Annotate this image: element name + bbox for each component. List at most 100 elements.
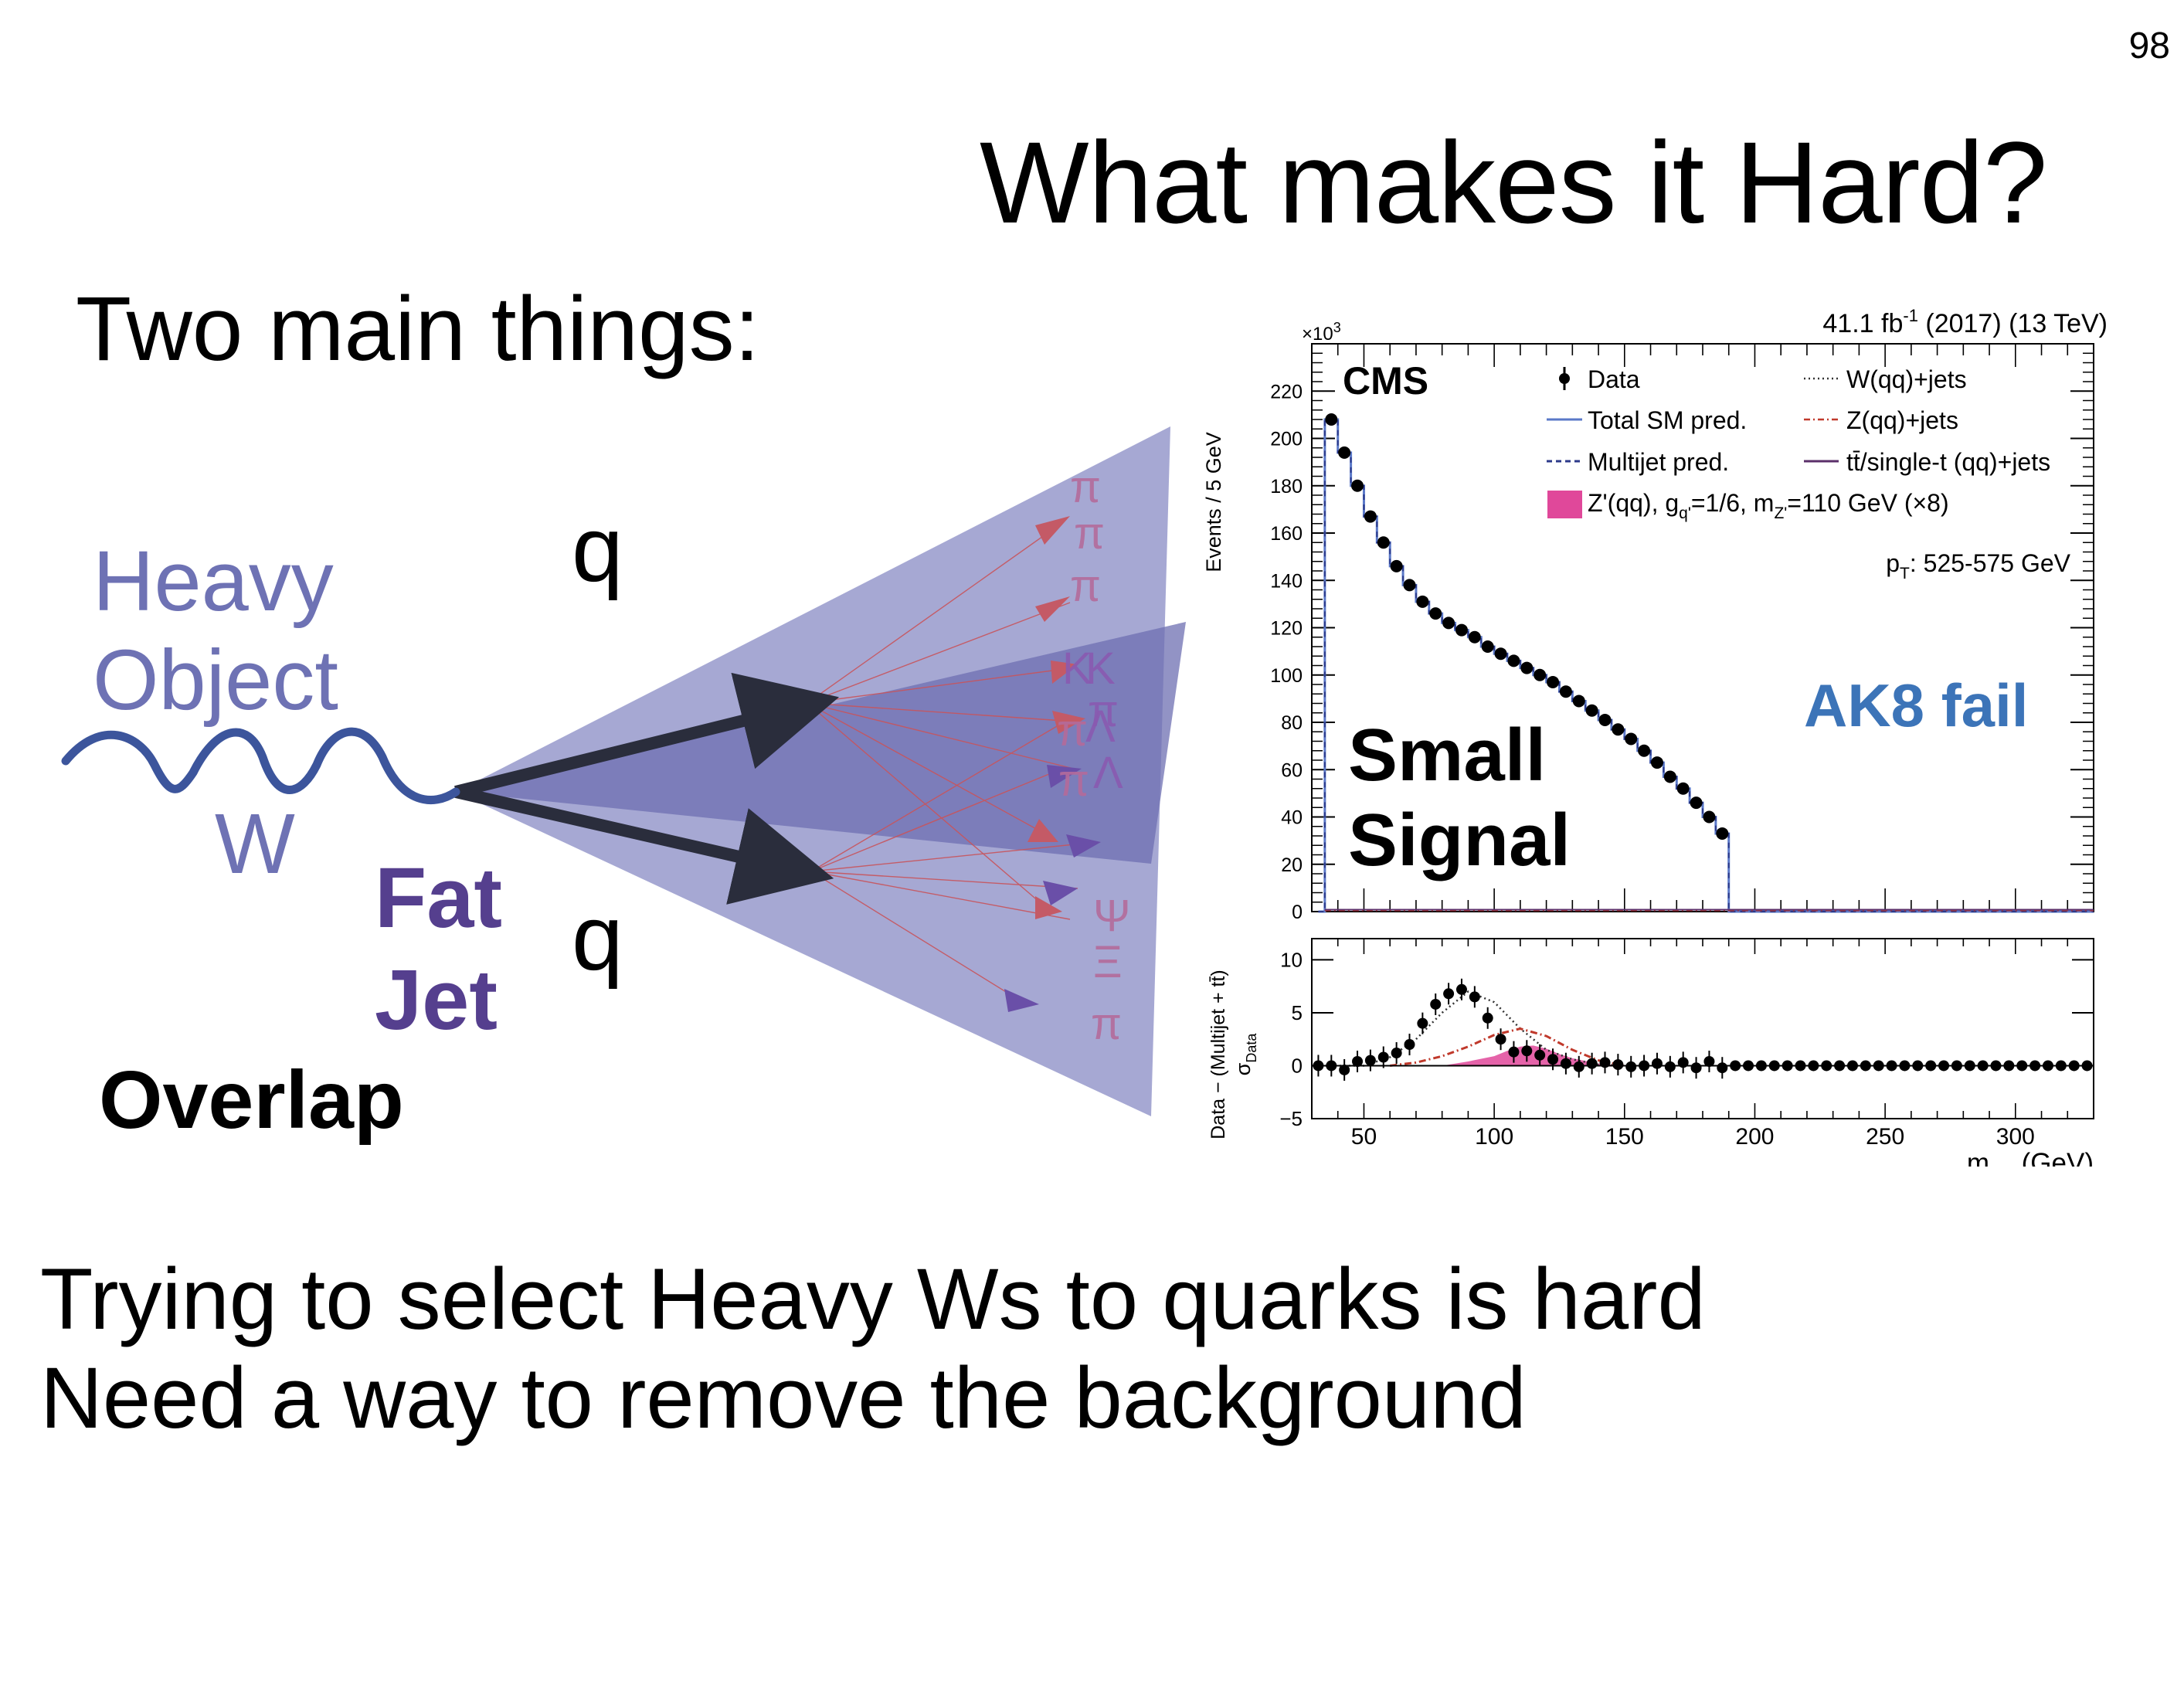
ratio-data-point — [1860, 1060, 1871, 1072]
signal-label: Signal — [1348, 799, 1571, 881]
fat-label: Fat — [375, 851, 502, 946]
ratio-data-point — [2029, 1060, 2041, 1072]
quark-arrow-top — [454, 672, 840, 798]
ratio-data-point — [1925, 1060, 1937, 1072]
bottom-text: Trying to select Heavy Ws to quarks is h… — [40, 1250, 1706, 1448]
data-point — [1534, 668, 1547, 681]
data-point — [1377, 536, 1390, 549]
ratio-data-point — [1377, 1051, 1389, 1063]
x-axis-title: mSD (GeV) — [1967, 1148, 2094, 1167]
legend-wjets: W(qq)+jets — [1804, 365, 1967, 393]
ratio-data-point — [1990, 1060, 2002, 1072]
data-point — [1403, 579, 1416, 592]
particle-symbol: π — [1088, 686, 1119, 736]
y-tick-label: 220 — [1270, 381, 1303, 402]
legend-total: Total SM pred. — [1547, 406, 1747, 434]
ratio-data-point — [1834, 1060, 1846, 1072]
cms-label: CMS — [1343, 359, 1428, 402]
data-point — [1690, 796, 1703, 810]
ratio-data-point — [1417, 1017, 1428, 1029]
ratio-data-point — [1573, 1061, 1585, 1072]
data-point — [1494, 647, 1507, 661]
data-point — [1547, 675, 1560, 688]
ratio-data-point — [1821, 1060, 1832, 1072]
page-number: 98 — [2128, 25, 2170, 66]
ratio-data-point — [1886, 1060, 1897, 1072]
ratio-data-point — [1534, 1049, 1546, 1061]
particle-symbol: Λ — [1093, 748, 1123, 798]
ratio-data-point — [1664, 1061, 1676, 1072]
data-point — [1442, 616, 1455, 630]
ratio-data-point — [1808, 1060, 1819, 1072]
data-point — [1716, 827, 1729, 840]
y-tick-label: 160 — [1270, 523, 1303, 545]
particle-symbol: π — [1091, 999, 1122, 1049]
ratio-data-point — [1703, 1055, 1715, 1067]
ratio-data-point — [1599, 1057, 1611, 1068]
particle-symbol: π — [1058, 756, 1089, 806]
x-tick-label: 100 — [1475, 1124, 1513, 1150]
ratio-data-point — [1482, 1012, 1493, 1024]
particle-symbol: Λ — [1085, 701, 1116, 752]
ratio-data-point — [1755, 1060, 1767, 1072]
ratio-data-point — [1495, 1034, 1506, 1045]
ratio-data-point — [1364, 1055, 1376, 1066]
ratio-data-point — [1352, 1055, 1364, 1067]
data-point — [1364, 510, 1377, 523]
data-point — [1351, 479, 1364, 492]
data-point — [1676, 782, 1690, 795]
ratio-data-point — [1938, 1060, 1950, 1072]
ratio-y-tick-label: 10 — [1280, 948, 1303, 971]
legend-zjets: Z(qq)+jets — [1804, 406, 1958, 434]
particle-arrowheads — [1004, 516, 1101, 1012]
data-point — [1612, 723, 1625, 736]
svg-text:Z(qq)+jets: Z(qq)+jets — [1846, 406, 1958, 434]
data-point — [1520, 661, 1534, 674]
particle-tracks — [807, 525, 1098, 1001]
ratio-data-point — [1521, 1045, 1533, 1057]
svg-text:Total SM pred.: Total SM pred. — [1588, 406, 1747, 434]
heavy-label: Heavy — [93, 534, 334, 629]
ratio-data-point — [1430, 998, 1442, 1010]
legend-ttbar: tt̄/single-t (qq)+jets — [1804, 448, 2050, 476]
fat-jet-diagram: Heavy Object W q q Fat Jet Overlap π π π… — [61, 426, 1186, 1146]
legend-signal: Z'(qq), gq'=1/6, mZ'=110 GeV (×8) — [1547, 489, 1949, 522]
ratio-data-point — [1625, 1061, 1637, 1072]
y-tick-label: 180 — [1270, 476, 1303, 498]
pt-label: pT: 525-575 GeV — [1886, 549, 2070, 582]
svg-text:tt̄/single-t (qq)+jets: tt̄/single-t (qq)+jets — [1846, 448, 2050, 476]
ratio-data-point — [2016, 1060, 2028, 1072]
legend-data: Data — [1559, 365, 1640, 393]
ratio-data-point — [1326, 1060, 1337, 1072]
data-point — [1638, 744, 1651, 757]
data-point — [1585, 704, 1598, 717]
ratio-data-point — [2003, 1060, 2015, 1072]
ratio-data-point — [1651, 1058, 1663, 1069]
particle-symbol: K — [1062, 644, 1092, 694]
svg-text:Multijet pred.: Multijet pred. — [1588, 448, 1729, 476]
particle-symbol: π — [1057, 705, 1088, 756]
ratio-data-point — [1782, 1060, 1793, 1072]
slide-title: What makes it Hard? — [980, 117, 2047, 247]
ratio-data-point — [1404, 1039, 1415, 1051]
particle-symbol: π — [1074, 508, 1105, 559]
y-tick-label: 20 — [1281, 854, 1303, 876]
data-point — [1559, 685, 1572, 698]
data-point — [1663, 770, 1676, 783]
particle-symbol: Ξ — [1093, 937, 1123, 987]
y-tick-label: 0 — [1292, 902, 1303, 923]
ratio-data-point — [1768, 1060, 1780, 1072]
small-label: Small — [1348, 714, 1546, 796]
quark-arrow-bottom — [454, 786, 834, 905]
ratio-data-point — [1977, 1060, 1989, 1072]
data-point — [1481, 640, 1494, 653]
q-bottom-label: q — [572, 886, 623, 990]
ratio-y-tick-label: −5 — [1279, 1107, 1303, 1130]
data-point — [1429, 607, 1442, 620]
y-axis-title: Events / 5 GeV — [1202, 432, 1225, 572]
ratio-data-point — [1730, 1060, 1741, 1072]
ratio-data-point — [1677, 1057, 1689, 1068]
overlap-label: Overlap — [99, 1055, 404, 1146]
ratio-y-tick-label: 5 — [1292, 1001, 1303, 1024]
y-scale-label: ×103 — [1302, 320, 1341, 345]
